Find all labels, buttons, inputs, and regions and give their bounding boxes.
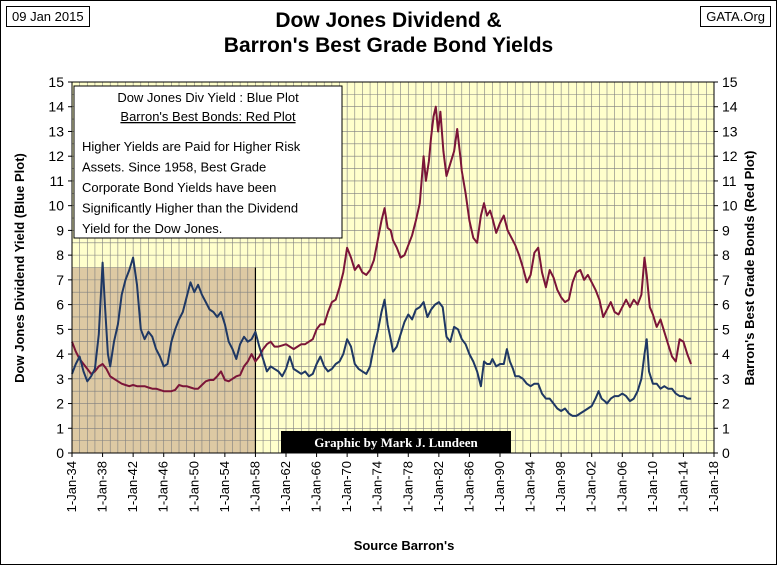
y-tick-label-left: 6 <box>56 297 64 313</box>
y-tick-label-left: 4 <box>56 346 64 362</box>
credit-banner: Graphic by Mark J. Lundeen <box>281 431 511 453</box>
y-tick-label-left: 5 <box>56 321 64 337</box>
series-line-best-grade-bonds <box>71 105 693 393</box>
series-line-dow-div-yield <box>71 256 692 417</box>
x-axis-title: Source Barron's <box>354 538 455 553</box>
legend-red-entry: Barron's Best Bonds: Red Plot <box>120 109 296 124</box>
y-tick-label-left: 0 <box>56 445 64 461</box>
y-tick-label-right: 2 <box>722 396 730 412</box>
x-tick-label: 1-Jan-86 <box>461 461 476 512</box>
y-tick-label-right: 7 <box>722 272 730 288</box>
y-tick-label-right: 12 <box>722 148 738 164</box>
x-tick-label: 1-Jan-78 <box>400 461 415 512</box>
x-tick-label: 1-Jan-42 <box>125 461 140 512</box>
annotation-line: Assets. Since 1958, Best Grade <box>82 160 266 175</box>
legend-background <box>73 85 343 239</box>
legend-blue-entry: Dow Jones Div Yield : Blue Plot <box>117 90 299 105</box>
y-tick-label-left: 14 <box>48 99 64 115</box>
x-tick-label: 1-Jan-66 <box>309 461 324 512</box>
x-tick-label: 1-Jan-18 <box>706 461 721 512</box>
x-tick-label: 1-Jan-50 <box>186 461 201 512</box>
series-layer <box>71 105 693 417</box>
x-tick-label: 1-Jan-74 <box>370 461 385 512</box>
annotation-line: Yield for the Dow Jones. <box>82 221 222 236</box>
y-tick-label-right: 6 <box>722 297 730 313</box>
date-label: 09 Jan 2015 <box>6 6 90 27</box>
x-tick-label: 1-Jan-06 <box>614 461 629 512</box>
chart-title-line2: Barron's Best Grade Bond Yields <box>223 34 554 57</box>
y-tick-label-right: 1 <box>722 420 730 436</box>
y-tick-label-right: 8 <box>722 247 730 263</box>
x-tick-label: 1-Jan-58 <box>247 461 262 512</box>
x-tick-label: 1-Jan-98 <box>553 461 568 512</box>
credit-background <box>281 431 511 453</box>
y-tick-label-left: 2 <box>56 396 64 412</box>
y-tick-label-left: 15 <box>48 74 64 90</box>
right-axis-title: Barron's Best Grade Bonds (Red Plot) <box>742 151 757 386</box>
y-tick-label-left: 11 <box>49 173 64 189</box>
y-tick-label-right: 0 <box>722 445 730 461</box>
y-tick-label-right: 9 <box>722 222 730 238</box>
annotation-text: Higher Yields are Paid for Higher Risk As… <box>82 139 301 236</box>
y-tick-label-left: 7 <box>56 272 64 288</box>
chart-title: Dow Jones Dividend & Barron's Best Grade… <box>0 8 777 58</box>
x-tick-label: 1-Jan-94 <box>523 461 538 512</box>
x-tick-label: 1-Jan-62 <box>278 461 293 512</box>
y-tick-label-left: 10 <box>48 198 64 214</box>
x-tick-label: 1-Jan-46 <box>156 461 171 512</box>
y-tick-label-left: 8 <box>56 247 64 263</box>
y-tick-label-left: 9 <box>56 222 64 238</box>
y-tick-label-left: 12 <box>48 148 64 164</box>
x-tick-label: 1-Jan-90 <box>492 461 507 512</box>
x-tick-label: 1-Jan-54 <box>217 461 232 512</box>
y-tick-label-right: 5 <box>722 321 730 337</box>
annotation-line: Higher Yields are Paid for Higher Risk <box>82 139 301 154</box>
legend-box: Dow Jones Div Yield : Blue Plot Barron's… <box>73 85 343 239</box>
x-tick-label: 1-Jan-10 <box>645 461 660 512</box>
y-tick-label-right: 10 <box>722 198 738 214</box>
x-tick-label: 1-Jan-34 <box>64 461 79 512</box>
annotation-line: Significantly Higher than the Dividend <box>82 201 298 216</box>
y-tick-label-left: 3 <box>56 371 64 387</box>
y-tick-label-right: 3 <box>722 371 730 387</box>
x-tick-label: 1-Jan-14 <box>675 461 690 512</box>
y-tick-label-left: 1 <box>56 420 64 436</box>
y-tick-label-right: 13 <box>722 123 738 139</box>
x-tick-label: 1-Jan-38 <box>95 461 110 512</box>
y-tick-label-right: 14 <box>722 99 738 115</box>
y-tick-label-right: 11 <box>722 173 737 189</box>
x-tick-label: 1-Jan-82 <box>431 461 446 512</box>
x-tick-label: 1-Jan-02 <box>584 461 599 512</box>
left-axis-title: Dow Jones Dividend Yield (Blue Plot) <box>12 153 27 383</box>
chart-title-line1: Dow Jones Dividend & <box>275 9 502 32</box>
credit-text: Graphic by Mark J. Lundeen <box>314 435 478 450</box>
y-tick-label-right: 4 <box>722 346 730 362</box>
site-label: GATA.Org <box>700 6 771 27</box>
y-tick-label-right: 15 <box>722 74 738 90</box>
x-tick-label: 1-Jan-70 <box>339 461 354 512</box>
y-tick-label-left: 13 <box>48 123 64 139</box>
annotation-line: Corporate Bond Yields have been <box>82 180 276 195</box>
